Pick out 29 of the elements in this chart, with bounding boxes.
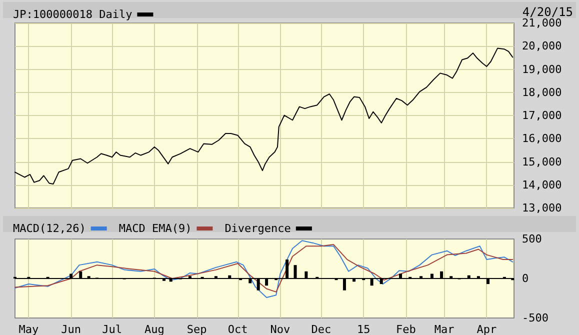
x-tick-label: Mar [434,323,455,335]
x-tick-label: Apr [476,323,497,335]
legend-label: MACD(12,26) [12,222,86,235]
x-tick-label: 15 [356,323,370,335]
y-tick-label: 15,000 [522,155,562,168]
y-tick-label: 500 [522,232,542,246]
x-tick-label: Aug [144,323,164,335]
y-tick-label: 16,000 [522,132,562,146]
legend-label: JP:100000018 Daily [12,8,133,21]
y-tick-label: 0 [522,272,529,285]
text: 4/20/15 [522,5,574,19]
y-tick-label: 17,000 [522,109,562,122]
x-tick-label: May [18,323,39,335]
x-tick-label: Dec [311,323,332,335]
y-tick-label: -500 [522,312,548,324]
y-tick-label: 21,000 [522,16,562,30]
x-tick-label: Jul [102,323,122,335]
legend-label: Divergence [224,222,291,235]
legend-label: MACD EMA(9) [118,222,192,235]
x-tick-label: Jun [61,323,81,335]
x-tick-label: Nov [270,323,291,335]
y-tick-label: 13,000 [522,202,562,214]
y-tick-label: 18,000 [522,86,562,99]
y-tick-label: 14,000 [522,178,562,192]
x-tick-label: Feb [396,323,416,335]
x-tick-label: Sep [186,323,207,335]
x-tick-label: Oct [228,323,248,335]
y-tick-label: 20,000 [522,40,562,53]
y-tick-label: 19,000 [522,62,562,76]
